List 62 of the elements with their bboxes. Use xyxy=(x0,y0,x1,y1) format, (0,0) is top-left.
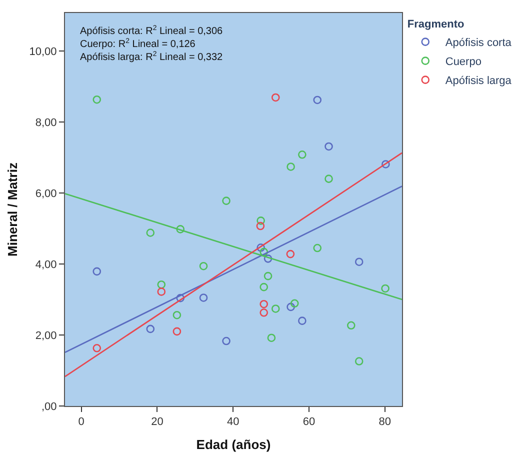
point xyxy=(271,93,280,102)
point xyxy=(92,95,102,104)
point xyxy=(354,357,364,366)
point xyxy=(146,228,155,237)
annotation: Apófisis larga: R$^{2}$ Lineal = 0,332 xyxy=(80,51,224,64)
legend-label: Cuerpo xyxy=(445,56,482,68)
x-tick-label: 0 xyxy=(78,416,84,428)
point xyxy=(267,334,276,342)
point xyxy=(313,244,322,252)
point xyxy=(256,222,265,230)
point xyxy=(157,288,166,296)
point xyxy=(92,344,102,352)
point xyxy=(324,174,333,183)
point xyxy=(172,310,182,320)
annotation: Cuerpo: R$^{2}$ Lineal = 0,126 xyxy=(80,38,196,50)
point xyxy=(92,267,102,276)
point xyxy=(298,316,306,325)
x-tick-label: 60 xyxy=(302,416,316,428)
point xyxy=(146,324,155,334)
point xyxy=(260,300,268,308)
y-tick-label: 2,00 xyxy=(35,330,57,342)
x-tick-label: 40 xyxy=(226,416,240,428)
point xyxy=(176,294,185,302)
point xyxy=(290,299,299,308)
annotation: Apófisis corta: R$^{2}$ Lineal = 0,306 xyxy=(80,25,224,38)
point xyxy=(324,142,333,151)
point xyxy=(313,96,322,104)
point xyxy=(381,284,390,293)
point xyxy=(256,216,265,225)
point xyxy=(264,254,272,263)
legend-title: Fragmento xyxy=(407,18,464,30)
point xyxy=(286,302,295,312)
point xyxy=(176,225,185,234)
legend-label: Apófisis corta xyxy=(445,37,512,50)
point xyxy=(172,327,182,336)
point xyxy=(222,196,230,205)
point xyxy=(256,244,265,252)
y-tick-label: 8,00 xyxy=(35,116,57,129)
y-axis-title: Mineral / Matriz xyxy=(5,162,20,256)
y-tick-label: ,00 xyxy=(42,400,57,413)
y-tick-label: 4,00 xyxy=(35,258,57,271)
y-tick-label: 10,00 xyxy=(29,46,57,58)
point xyxy=(260,282,268,292)
x-axis-title: Edad (años) xyxy=(196,436,271,452)
x-tick-label: 80 xyxy=(378,416,392,428)
point xyxy=(382,160,390,168)
point xyxy=(298,150,306,159)
point xyxy=(260,248,268,256)
point xyxy=(286,250,295,258)
point xyxy=(222,336,230,346)
point xyxy=(199,294,208,302)
point xyxy=(271,304,280,313)
point xyxy=(264,272,272,280)
legend-label: Apófisis larga xyxy=(445,75,512,88)
y-tick-label: 6,00 xyxy=(35,188,57,200)
point xyxy=(260,308,268,317)
x-tick-label: 20 xyxy=(151,416,164,428)
point xyxy=(347,321,356,330)
point xyxy=(354,258,364,266)
point xyxy=(286,162,295,171)
point xyxy=(157,280,166,289)
point xyxy=(199,262,208,270)
